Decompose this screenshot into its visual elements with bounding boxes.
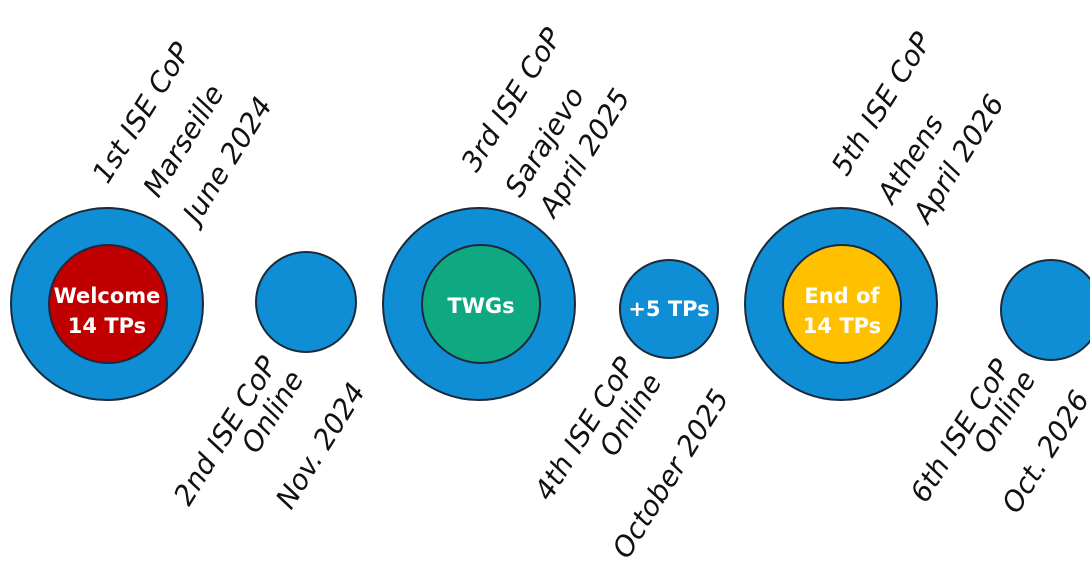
cop1-inner-line-2: 14 TPs [67, 314, 147, 338]
cop1-inner-circle [48, 244, 168, 364]
cop1-inner-text: Welcome 14 TPs [22, 281, 192, 341]
cop3-inner-line-1: TWGs [447, 294, 515, 318]
cop4-inner-line-1: +5 TPs [628, 297, 710, 321]
cop5-inner-circle [782, 244, 902, 364]
cop3-inner-text: TWGs [396, 291, 566, 321]
cop3-inner-circle [421, 244, 541, 364]
cop2-circle [255, 251, 357, 353]
cop6-circle [1000, 259, 1090, 361]
cop4-inner-text: +5 TPs [612, 294, 726, 324]
cop5-inner-line-1: End of [804, 284, 880, 308]
cop1-inner-line-1: Welcome [53, 284, 161, 308]
cop4-circle [619, 259, 719, 359]
cop5-inner-text: End of 14 TPs [757, 281, 927, 341]
cop5-inner-line-2: 14 TPs [802, 314, 882, 338]
